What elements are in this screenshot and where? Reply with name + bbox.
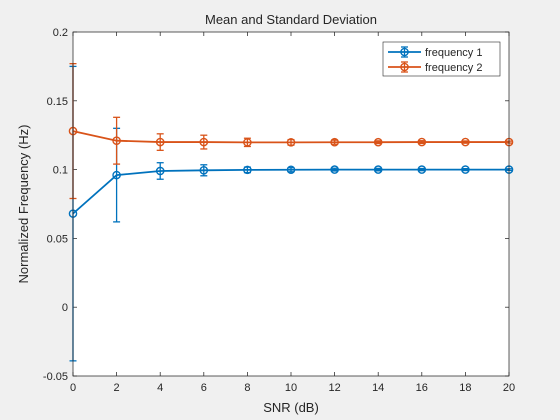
x-tick-label: 2 [114, 382, 120, 394]
y-tick-label: -0.05 [43, 371, 68, 383]
x-tick-label: 14 [372, 382, 384, 394]
legend-label: frequency 1 [425, 47, 482, 59]
x-tick-label: 12 [328, 382, 340, 394]
y-axis-label: Normalized Frequency (Hz) [16, 125, 31, 284]
x-tick-label: 16 [416, 382, 428, 394]
y-tick-label: 0.15 [47, 96, 68, 108]
x-tick-label: 8 [244, 382, 250, 394]
x-axis-label: SNR (dB) [263, 400, 319, 415]
y-tick-label: 0.1 [53, 165, 68, 177]
x-tick-label: 6 [201, 382, 207, 394]
x-tick-label: 4 [157, 382, 163, 394]
plot-area [73, 32, 509, 376]
y-tick-label: 0.05 [47, 233, 68, 245]
legend[interactable]: frequency 1 frequency 2 [383, 42, 500, 76]
x-tick-label: 10 [285, 382, 297, 394]
y-tick-label: 0 [62, 302, 68, 314]
x-tick-label: 18 [459, 382, 471, 394]
y-tick-label: 0.2 [53, 27, 68, 39]
x-tick-label: 0 [70, 382, 76, 394]
chart-title: Mean and Standard Deviation [205, 12, 377, 27]
legend-label: frequency 2 [425, 62, 482, 74]
x-tick-label: 20 [503, 382, 515, 394]
